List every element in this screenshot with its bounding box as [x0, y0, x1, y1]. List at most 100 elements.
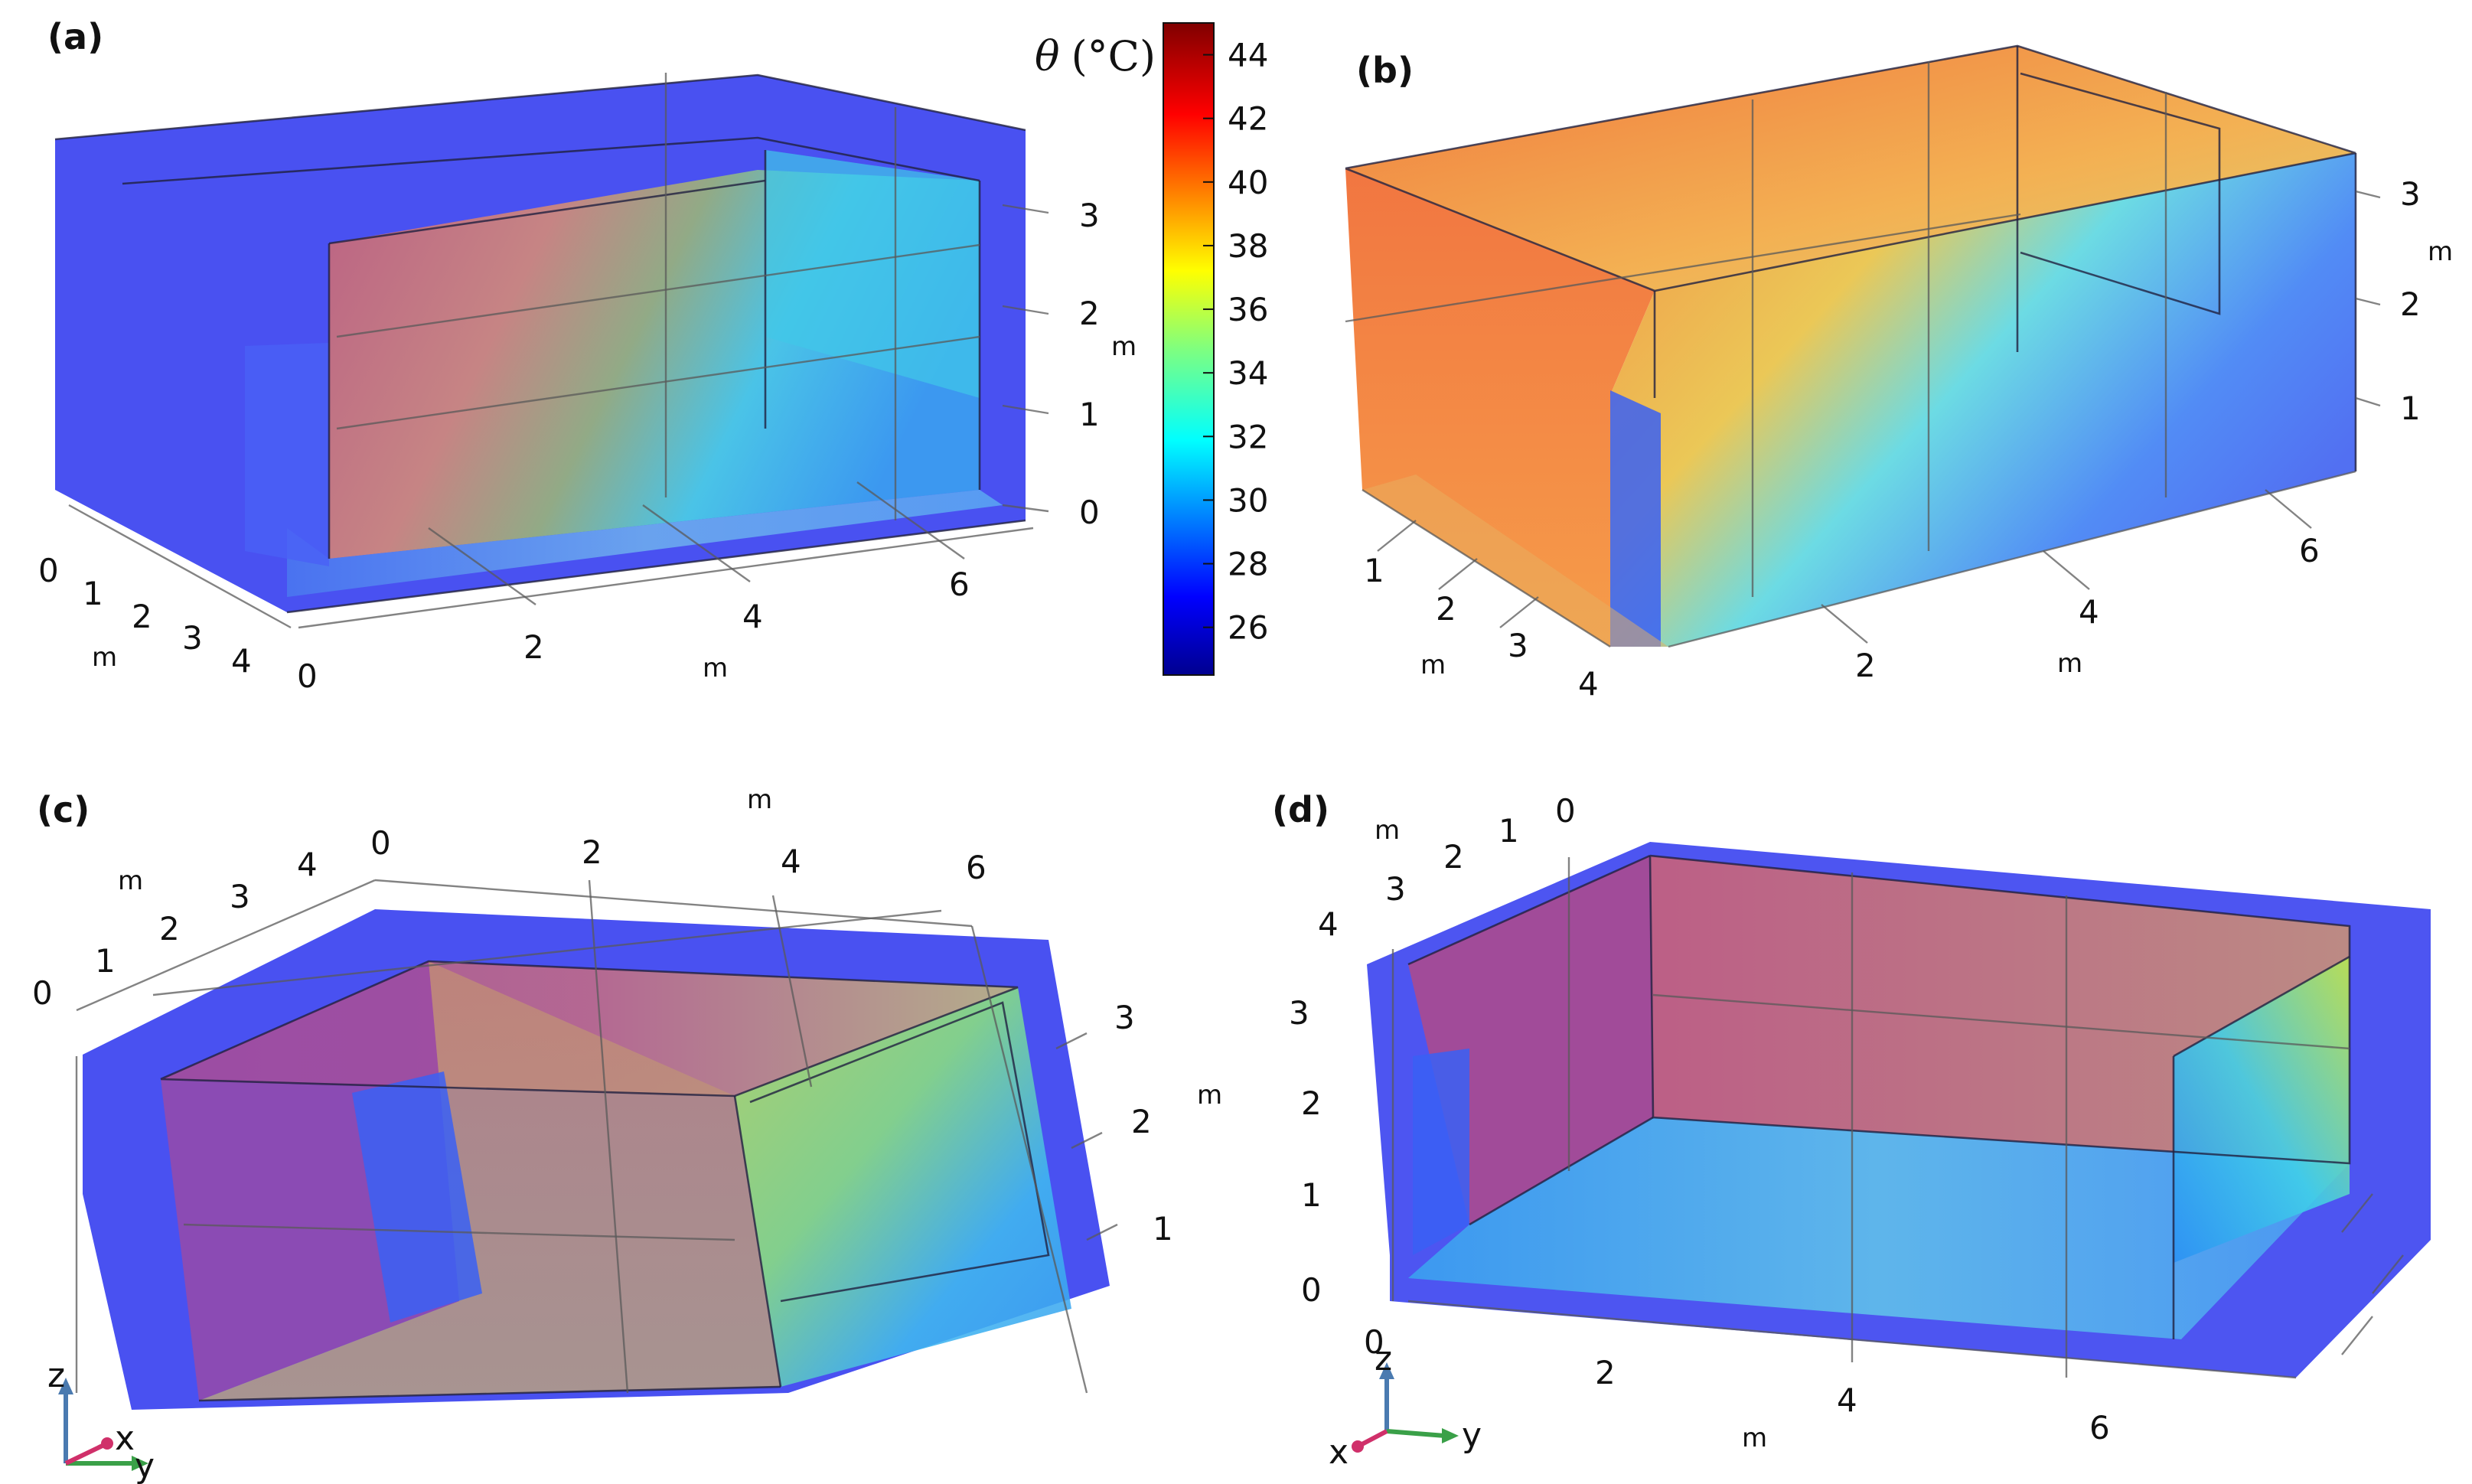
y-arrowhead	[1442, 1428, 1459, 1443]
triad-y-label: y	[1462, 1416, 1482, 1455]
x-tick: 4	[781, 843, 801, 880]
x-tick: 0	[370, 824, 391, 862]
panel-b: (b) 2 4	[1345, 44, 2453, 703]
y-tick: 3	[1508, 627, 1528, 664]
x-tick: 4	[1837, 1381, 1857, 1419]
y-arrowhead	[132, 1456, 148, 1471]
floor	[1408, 1117, 2350, 1339]
colorbar-tick-label: 36	[1228, 291, 1268, 328]
z-tick-labels: 0 1 2 3 m	[1079, 197, 1137, 531]
y-unit: m	[92, 642, 117, 673]
y-unit: m	[118, 866, 143, 896]
z-tick: 3	[1289, 994, 1309, 1032]
triad-y-label: y	[135, 1446, 155, 1484]
colorbar-symbol: θ	[1035, 32, 1060, 80]
door	[352, 1071, 482, 1323]
z-tick: 2	[2400, 285, 2421, 323]
panel-d: (d) 0 2 4 6 m	[1272, 789, 2431, 1472]
x-tick: 0	[297, 657, 318, 695]
axis-triad: z x y	[47, 1356, 155, 1484]
y-tick: 3	[1385, 870, 1406, 908]
y-tick: 0	[32, 974, 53, 1012]
x-arrow	[64, 1441, 109, 1466]
triad-x-label: x	[1329, 1433, 1349, 1472]
x-tick: 6	[2089, 1409, 2110, 1446]
z-tick: 2	[1301, 1084, 1322, 1122]
x-arrowhead	[1352, 1440, 1364, 1453]
x-tick: 4	[742, 598, 763, 635]
colorbar-tick-label: 44	[1228, 37, 1268, 74]
colorbar-tick-label: 40	[1228, 164, 1268, 201]
x-arrowhead	[101, 1437, 113, 1450]
z-tick: 3	[1114, 999, 1135, 1036]
x-tick-labels: 0 2 4 6 m	[297, 566, 970, 695]
door	[245, 343, 329, 566]
y-tick: 1	[83, 575, 103, 612]
triad-z-label: z	[47, 1356, 65, 1395]
y-tick-labels: 1 2 3 4 m	[1364, 552, 1599, 703]
y-tick: 4	[1318, 905, 1339, 943]
x-tick: 2	[582, 833, 602, 871]
x-tick-labels: 0 2 4 6 m	[1364, 1323, 2110, 1453]
y-tick: 4	[297, 846, 318, 883]
colorbar-unit: (°C)	[1071, 32, 1156, 80]
z-unit: m	[1197, 1080, 1222, 1111]
floor	[287, 490, 1003, 597]
z-tick: 3	[1079, 197, 1100, 234]
y-tick-labels: 0 1 2 3 4 m	[38, 552, 252, 680]
z-unit: m	[2428, 236, 2453, 267]
y-tick: 1	[95, 942, 116, 980]
z-tick: 1	[2400, 390, 2421, 427]
ceiling	[1345, 46, 2356, 291]
colorbar-tick-label: 26	[1228, 609, 1268, 647]
colorbar-gradient	[1163, 22, 1215, 676]
panel-a: (a) 0	[38, 16, 1137, 695]
z-tick: 2	[1079, 295, 1100, 332]
z-tick: 1	[1301, 1176, 1322, 1214]
z-arrowhead	[58, 1378, 73, 1394]
x-tick: 6	[2299, 532, 2320, 569]
colorbar-title: θ (°C)	[1035, 32, 1156, 80]
back-wall	[199, 961, 781, 1401]
front-wall	[1610, 153, 2356, 647]
y-tick: 3	[230, 878, 250, 915]
z-tick: 1	[1079, 396, 1100, 433]
panel-label: (a)	[47, 16, 103, 57]
colorbar-tick-label: 28	[1228, 546, 1268, 583]
window	[2174, 957, 2350, 1263]
door	[1413, 1049, 1469, 1255]
triad-x-label: x	[115, 1419, 135, 1458]
y-tick: 2	[132, 598, 152, 635]
colorbar-tick-label: 32	[1228, 418, 1268, 455]
y-tick: 2	[1436, 590, 1456, 628]
window	[765, 150, 980, 398]
y-unit: m	[1420, 650, 1446, 680]
x-tick-labels: 2 4 6 m	[1855, 532, 2320, 684]
y-tick: 0	[38, 552, 59, 589]
colorbar-tick-label: 30	[1228, 481, 1268, 519]
x-unit: m	[2057, 648, 2082, 679]
y-tick: 2	[1443, 838, 1464, 876]
axis-triad: z x y	[1329, 1339, 1482, 1472]
y-tick: 1	[1364, 552, 1384, 589]
panel-label: (c)	[37, 789, 90, 830]
y-tick: 4	[231, 642, 252, 680]
colorbar-tick-label: 38	[1228, 227, 1268, 265]
x-tick: 2	[1855, 647, 1876, 684]
left-wall	[161, 961, 459, 1401]
y-tick: 4	[1578, 665, 1599, 703]
colorbar-tick-label: 34	[1228, 354, 1268, 392]
z-arrowhead	[1379, 1362, 1394, 1379]
x-unit: m	[1742, 1423, 1767, 1453]
floor	[1362, 475, 1668, 647]
y-tick-labels: 0 1 2 3 4 m	[32, 846, 318, 1012]
z-tick-labels: 1 2 3 m	[2400, 175, 2453, 427]
x-tick: 2	[523, 628, 544, 666]
panel-c: (c) 0 2 4 6 m	[32, 784, 1222, 1484]
x-unit: m	[703, 653, 728, 683]
y-tick-labels: 0 1 2 3 4 m	[1318, 792, 1576, 943]
z-unit: m	[1111, 331, 1137, 362]
z-tick-labels: 1 2 3 m	[1114, 999, 1222, 1248]
x-tick: 4	[2079, 593, 2099, 631]
